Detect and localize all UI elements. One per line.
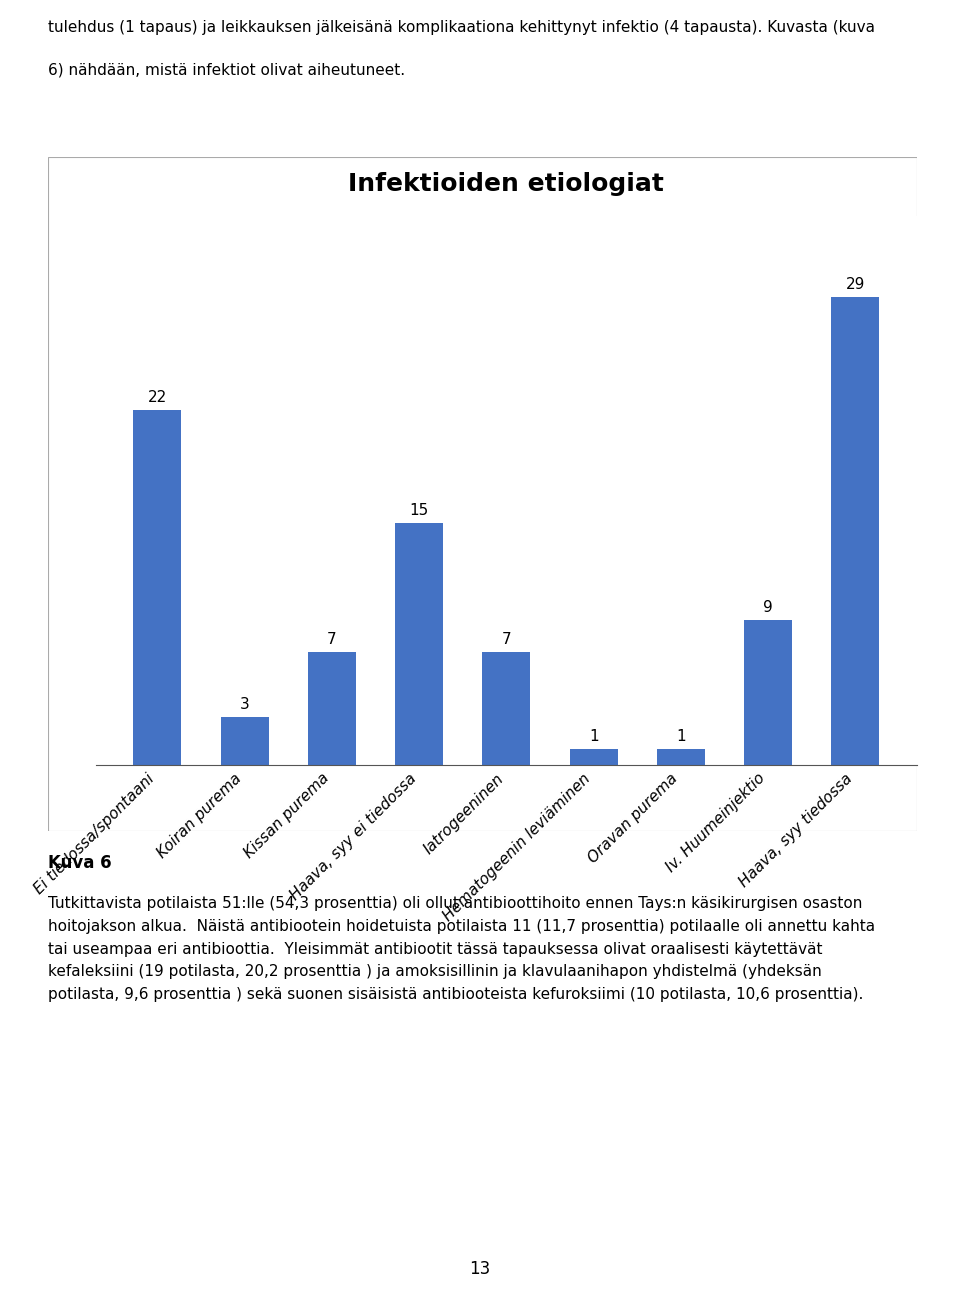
- Text: 7: 7: [327, 632, 337, 647]
- Text: 15: 15: [410, 504, 429, 518]
- Text: tulehdus (1 tapaus) ja leikkauksen jälkeisänä komplikaationa kehittynyt infektio: tulehdus (1 tapaus) ja leikkauksen jälke…: [48, 20, 875, 34]
- Text: 9: 9: [763, 600, 773, 615]
- Bar: [482, 653, 530, 765]
- Bar: [133, 409, 181, 765]
- Bar: [744, 620, 792, 765]
- Bar: [308, 653, 356, 765]
- Bar: [396, 523, 444, 765]
- Bar: [831, 297, 879, 765]
- Text: 6) nähdään, mistä infektiot olivat aiheutuneet.: 6) nähdään, mistä infektiot olivat aiheu…: [48, 63, 405, 77]
- Text: 13: 13: [469, 1260, 491, 1278]
- Text: 3: 3: [240, 697, 250, 712]
- Bar: [657, 749, 705, 765]
- Text: 22: 22: [148, 390, 167, 405]
- Bar: [221, 717, 269, 765]
- Text: Tutkittavista potilaista 51:lle (54,3 prosenttia) oli ollut antibioottihoito enn: Tutkittavista potilaista 51:lle (54,3 pr…: [48, 896, 876, 1002]
- Text: 1: 1: [588, 729, 598, 744]
- Text: 1: 1: [676, 729, 685, 744]
- Bar: [569, 749, 617, 765]
- Text: 7: 7: [501, 632, 512, 647]
- Text: Kuva 6: Kuva 6: [48, 854, 111, 872]
- Title: Infektioiden etiologiat: Infektioiden etiologiat: [348, 171, 664, 196]
- Text: 29: 29: [846, 277, 865, 292]
